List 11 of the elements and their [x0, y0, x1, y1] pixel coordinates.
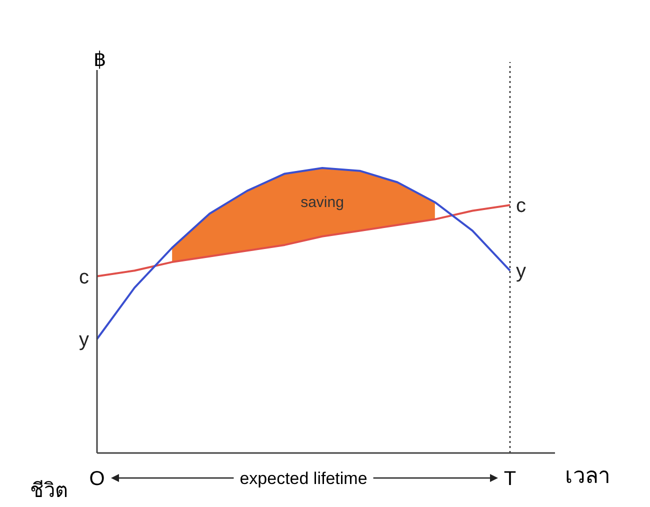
y-axis-title: ฿ — [94, 49, 106, 71]
series-label: c — [516, 195, 526, 218]
series-label: y — [516, 260, 526, 283]
text: expected lifetime — [240, 469, 368, 488]
x-tick-label: O — [89, 468, 105, 490]
text: ชีวิต — [30, 480, 68, 502]
text: y — [79, 329, 89, 351]
text: c — [79, 266, 89, 288]
x-tick-label: T — [504, 468, 516, 490]
series-label: saving — [300, 194, 344, 212]
x-axis-title: เวลา — [565, 463, 610, 488]
